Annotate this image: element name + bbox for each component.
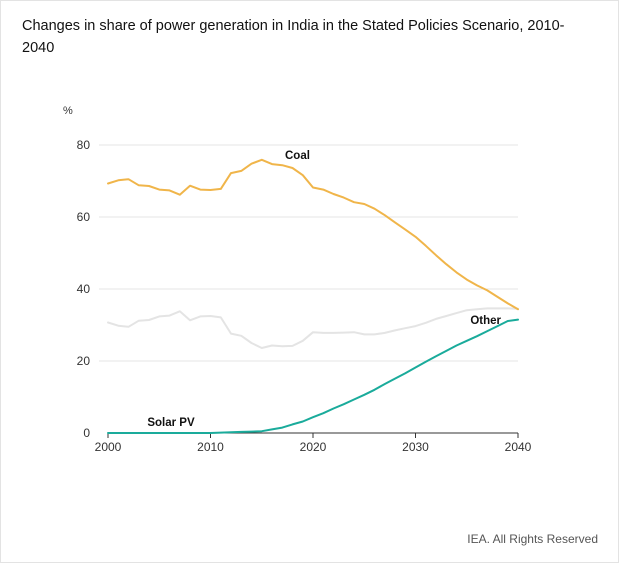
x-tick-label: 2040 xyxy=(505,440,532,454)
series-line-coal xyxy=(107,158,519,311)
series-line-solar-pv xyxy=(107,318,519,434)
x-tick-label: 2000 xyxy=(95,440,122,454)
y-axis-unit: % xyxy=(63,105,73,117)
x-tick-label: 2020 xyxy=(300,440,327,454)
x-tick-label: 2010 xyxy=(197,440,224,454)
y-tick-label: 80 xyxy=(77,138,91,152)
grid-lines xyxy=(99,144,518,362)
series-lines xyxy=(107,158,519,434)
x-tick-label: 2030 xyxy=(402,440,429,454)
y-tick-label: 60 xyxy=(77,210,91,224)
series-line-other xyxy=(107,307,519,349)
chart-title: Changes in share of power generation in … xyxy=(22,18,565,56)
series-label-coal: Coal xyxy=(285,150,310,162)
series-labels: Coal Other Solar PV xyxy=(147,150,501,429)
series-label-other: Other xyxy=(470,315,501,327)
series-label-solar-pv: Solar PV xyxy=(147,417,195,429)
y-tick-label: 20 xyxy=(77,354,91,368)
y-tick-label: 0 xyxy=(83,426,90,440)
x-axis: 2000 2010 2020 2030 2040 xyxy=(95,432,532,454)
copyright-credit: IEA. All Rights Reserved xyxy=(467,532,598,546)
y-axis-ticks: 0 20 40 60 80 xyxy=(77,138,91,440)
y-tick-label: 40 xyxy=(77,282,91,296)
